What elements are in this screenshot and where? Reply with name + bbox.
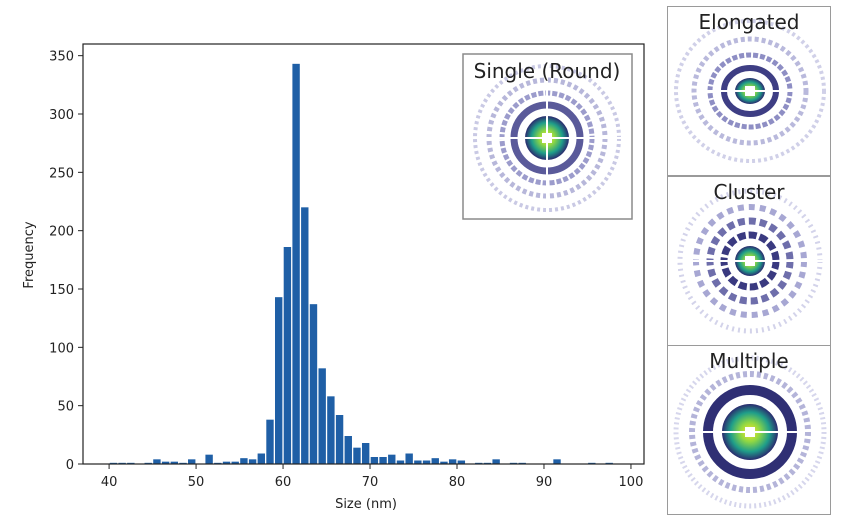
panel-cluster: Cluster	[667, 176, 831, 346]
histogram-bar	[309, 304, 318, 464]
histogram-bar	[344, 436, 352, 464]
histogram-bar	[370, 457, 379, 464]
histogram-bar	[257, 453, 265, 464]
histogram-bar	[457, 460, 466, 464]
y-tick-label: 0	[66, 458, 74, 473]
inset-single-round: Single (Round)	[462, 53, 633, 220]
histogram-bar	[205, 454, 213, 464]
x-tick-label: 80	[449, 475, 466, 490]
histogram-bar	[405, 453, 413, 464]
histogram-bar	[275, 297, 283, 464]
diffraction-pattern-icon	[668, 188, 830, 334]
histogram-bar	[492, 459, 500, 464]
y-tick-label: 350	[49, 50, 74, 65]
histogram-bar	[396, 460, 405, 464]
x-tick-label: 70	[362, 475, 379, 490]
y-tick-label: 200	[49, 225, 74, 240]
x-tick-label: 50	[188, 475, 205, 490]
histogram-bar	[248, 459, 257, 464]
histogram-bar	[440, 461, 448, 464]
plot-frame	[82, 43, 645, 465]
histogram-bar	[388, 454, 396, 464]
histogram-bar	[379, 457, 387, 464]
histogram-bar	[231, 461, 239, 464]
histogram-bar	[327, 396, 335, 464]
x-tick-label: 40	[101, 475, 118, 490]
histogram-bar	[448, 459, 457, 464]
y-tick-label: 300	[49, 108, 74, 123]
diffraction-pattern-icon	[673, 355, 827, 509]
histogram-bar	[266, 419, 274, 464]
diffraction-pattern-icon	[674, 19, 826, 163]
histogram-bar	[240, 458, 248, 464]
histogram-bar	[283, 247, 292, 464]
histogram-bar	[161, 461, 170, 464]
panel-elongated: Elongated	[667, 6, 831, 176]
y-axis-label: Frequency	[22, 221, 37, 288]
histogram-bar	[422, 460, 431, 464]
diffraction-pattern-icon	[472, 63, 622, 213]
histogram-bar	[188, 459, 196, 464]
panel-title: Elongated	[698, 10, 800, 34]
y-tick-label: 100	[49, 341, 74, 356]
histogram-bar	[353, 447, 361, 464]
histogram-bar	[553, 459, 561, 464]
histogram-bar	[153, 459, 161, 464]
histogram-bar	[301, 207, 309, 464]
histogram-bar	[222, 461, 231, 464]
panel-title: Multiple	[709, 349, 789, 373]
x-tick-label: 100	[619, 475, 644, 490]
histogram-bar	[170, 461, 179, 464]
histogram-bar	[414, 460, 422, 464]
x-axis-label: Size (nm)	[335, 497, 397, 512]
inset-title: Single (Round)	[474, 59, 621, 83]
y-tick-label: 50	[57, 400, 74, 415]
histogram-bar	[431, 458, 439, 464]
histogram-chart: 40 50 60 70 80 90 100 0 50 100 150 200 250 300 350 Siz…	[22, 43, 645, 512]
y-tick-label: 150	[49, 283, 74, 298]
bars-group	[109, 63, 613, 464]
histogram-bar	[361, 443, 370, 464]
x-tick-label: 90	[536, 475, 553, 490]
histogram-bar	[318, 368, 326, 464]
histogram-bar	[335, 415, 344, 464]
axes-group: 40 50 60 70 80 90 100 0 50 100 150 200 250 300 350	[49, 43, 645, 490]
y-tick-label: 250	[49, 166, 74, 181]
x-tick-label: 60	[275, 475, 292, 490]
panel-multiple: Multiple	[667, 345, 831, 515]
panel-title: Cluster	[713, 180, 785, 204]
histogram-bar	[292, 63, 300, 464]
